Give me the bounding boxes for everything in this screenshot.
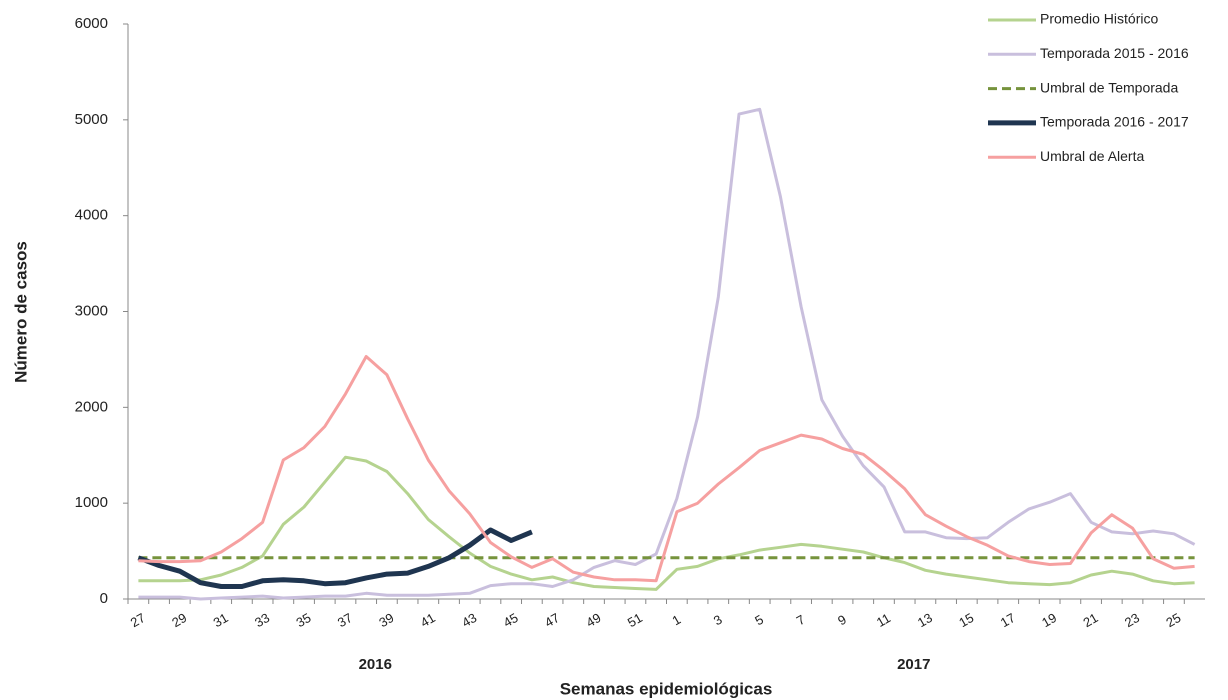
year-label: 2016 [359, 656, 392, 673]
y-tick-label: 4000 [75, 207, 108, 224]
x-tick-label: 11 [874, 610, 893, 630]
x-tick-label: 45 [501, 610, 521, 630]
x-tick-label: 43 [459, 610, 479, 630]
x-tick-label: 37 [335, 610, 355, 630]
year-label: 2017 [897, 656, 930, 673]
legend-label: Temporada 2016 - 2017 [1040, 114, 1189, 130]
x-tick-label: 3 [711, 612, 725, 629]
x-tick-label: 5 [752, 612, 766, 629]
series-line [138, 355, 1195, 583]
y-axis-title: Número de casos [11, 241, 30, 383]
y-tick-label: 2000 [75, 398, 108, 415]
legend-label: Umbral de Temporada [1040, 79, 1178, 95]
y-tick-label: 5000 [75, 111, 108, 128]
series-line [138, 455, 1195, 591]
x-tick-label: 49 [583, 610, 603, 630]
y-tick-label: 6000 [75, 15, 108, 32]
x-tick-label: 41 [418, 610, 438, 630]
series-line [137, 527, 533, 589]
x-tick-label: 27 [128, 610, 148, 630]
legend-label: Temporada 2015 - 2016 [1040, 45, 1189, 61]
x-tick-label: 29 [169, 610, 189, 630]
x-axis-title: Semanas epidemiológicas [560, 679, 773, 698]
y-tick-label: 1000 [75, 494, 108, 511]
x-tick-label: 9 [835, 612, 849, 629]
x-tick-label: 33 [252, 610, 272, 630]
x-tick-label: 19 [1039, 610, 1059, 630]
x-tick-label: 51 [625, 610, 645, 630]
x-tick-label: 21 [1081, 610, 1101, 630]
series-line [138, 107, 1196, 601]
x-tick-label: 7 [794, 612, 808, 629]
x-tick-label: 13 [915, 610, 935, 630]
x-tick-label: 17 [998, 610, 1018, 630]
x-tick-label: 1 [669, 612, 683, 629]
x-tick-label: 25 [1163, 610, 1183, 630]
legend-label: Umbral de Alerta [1040, 148, 1144, 164]
y-tick-label: 3000 [75, 302, 108, 319]
legend-label: Promedio Histórico [1040, 11, 1158, 27]
x-tick-label: 31 [211, 610, 231, 630]
x-tick-label: 35 [294, 610, 314, 630]
x-tick-label: 47 [542, 610, 562, 630]
y-tick-label: 0 [100, 590, 108, 607]
x-tick-label: 15 [956, 610, 976, 630]
x-tick-label: 23 [1122, 610, 1142, 630]
x-tick-label: 39 [376, 610, 396, 630]
